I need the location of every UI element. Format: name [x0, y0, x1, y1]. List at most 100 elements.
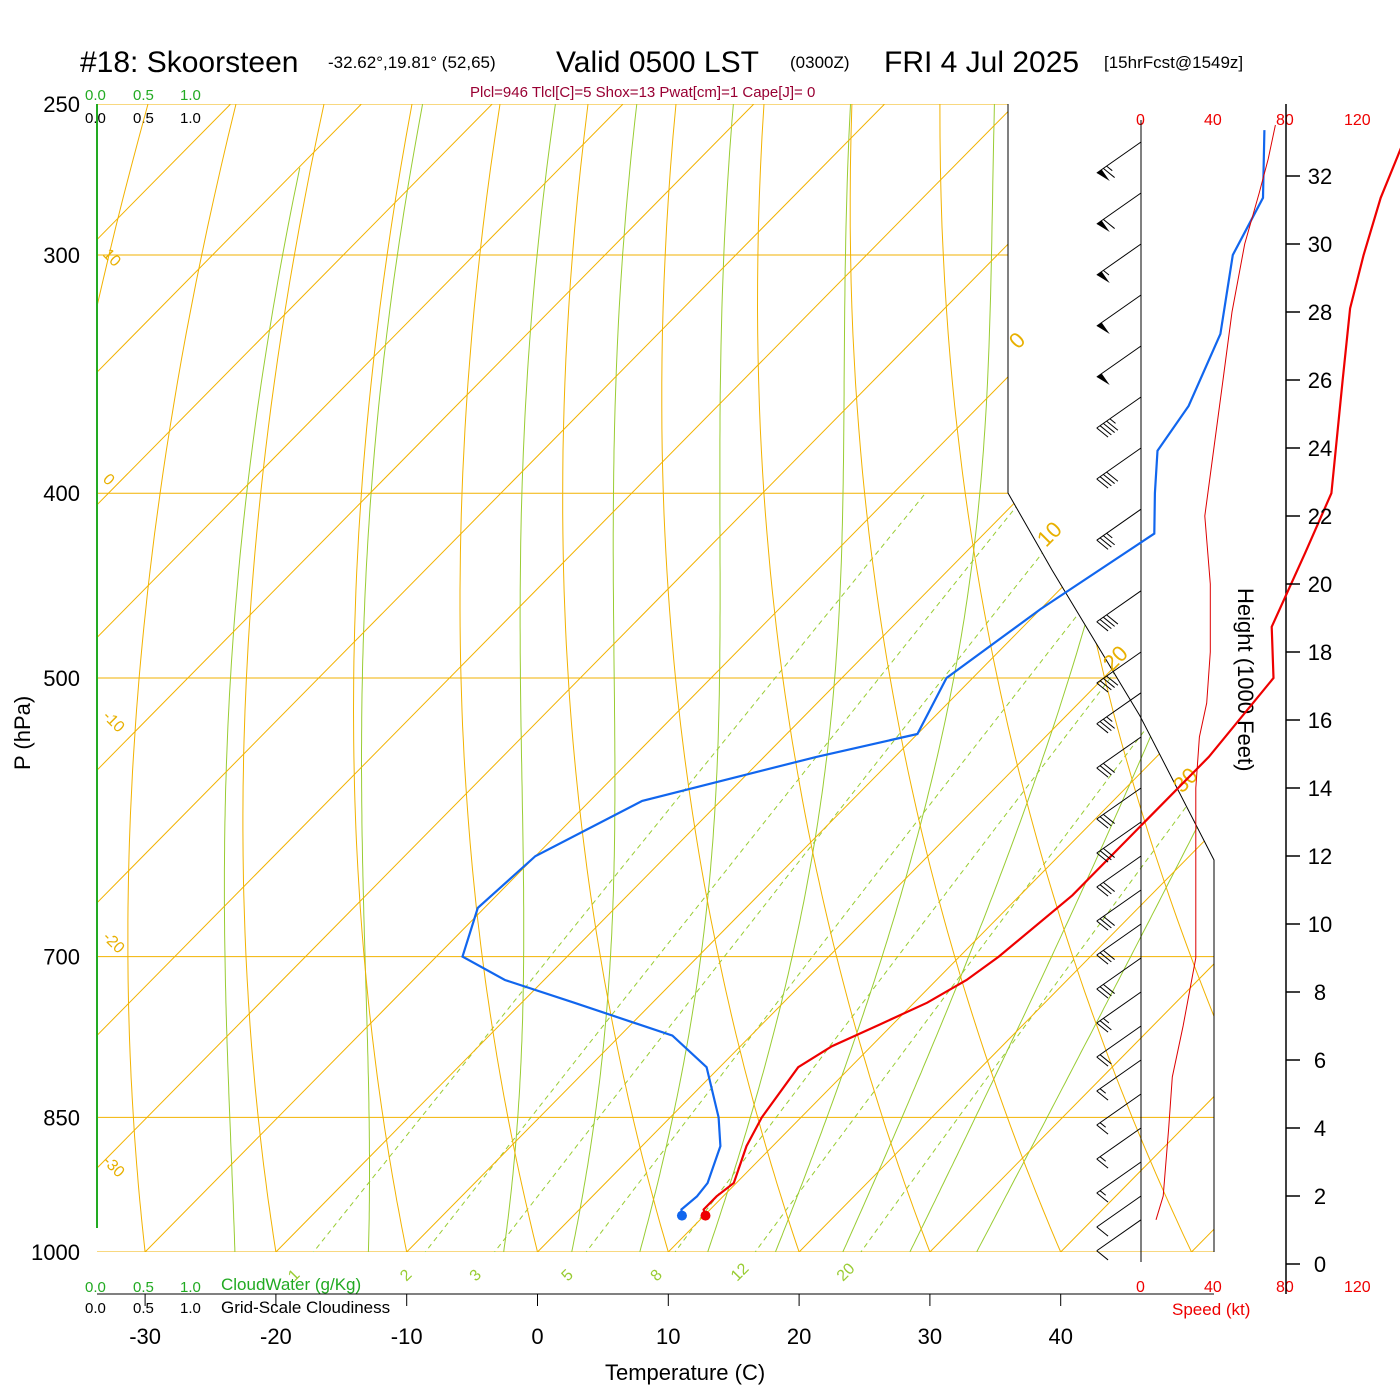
dry-adiabat-label: 10: [1032, 517, 1067, 552]
wind-barb-feather: [1106, 614, 1119, 625]
wind-barb-feather: [1096, 539, 1109, 550]
height-tick-label: 8: [1314, 980, 1326, 1005]
wind-barb-feather: [1096, 1226, 1109, 1237]
isotherm-line: [97, 104, 362, 1252]
surface-temperature-dot: [700, 1210, 711, 1221]
wind-barb-feather: [1096, 1250, 1109, 1261]
height-tick-label: 4: [1314, 1116, 1326, 1141]
height-tick-label: 26: [1308, 368, 1332, 393]
isotherm-line: [97, 104, 885, 1252]
moist-adiabat-line: [628, 104, 755, 1252]
cloudiness-scale-top-2: 1.0: [180, 110, 201, 127]
wind-barb-feather: [1103, 813, 1115, 824]
wind-barb: [1096, 396, 1142, 429]
wind-barb: [1096, 1127, 1142, 1160]
wind-barb-feather: [1099, 680, 1112, 691]
dry-adiabat-line: [562, 104, 681, 1252]
pressure-tick-label: 700: [43, 945, 80, 970]
wind-barb-feather: [1103, 915, 1115, 926]
wind-barb-feather: [1103, 167, 1115, 178]
wind-barb-feather: [1096, 682, 1109, 693]
wind-barb-feather: [1096, 621, 1109, 632]
isotherm-line: [97, 104, 1147, 1252]
wind-barb-half-feather: [1103, 269, 1110, 276]
temperature-tick-label: 30: [918, 1324, 942, 1349]
wind-barb: [1096, 508, 1142, 541]
dry-adiabat-line: [1026, 104, 1214, 1252]
speed-tick-top-1: 40: [1204, 112, 1222, 129]
y2-axis-label: Height (1000 Feet): [1233, 588, 1258, 771]
wind-barb-feather: [1103, 718, 1115, 729]
wind-barb: [1096, 1219, 1142, 1252]
height-tick-label: 32: [1308, 164, 1332, 189]
y-axis-label: P (hPa): [10, 696, 35, 770]
dry-adiabat-line: [1193, 104, 1214, 1252]
wind-barb-feather: [1099, 476, 1112, 487]
wind-barb: [1096, 736, 1142, 769]
moist-adiabat-line: [824, 104, 1176, 1252]
moist-adiabat-line: [562, 104, 664, 1252]
height-tick-label: 18: [1308, 640, 1332, 665]
temperature-tick-label: 40: [1048, 1324, 1072, 1349]
wind-barb-pennant: [1096, 322, 1110, 334]
wind-barb: [1096, 692, 1142, 725]
mixing-ratio-label: 3: [467, 1266, 485, 1284]
dry-adiabat-line: [459, 104, 549, 1252]
wind-barb-pennant: [1096, 220, 1110, 232]
wind-barb-feather: [1103, 949, 1115, 960]
mixing-ratio-line: [656, 492, 1214, 1252]
mixing-ratio-line: [567, 492, 1173, 1252]
wind-barb-half-feather: [1106, 532, 1113, 539]
wind-barb: [1096, 1025, 1142, 1058]
isotherm-line: [406, 104, 1214, 1252]
moist-adiabat-line: [889, 104, 1214, 1252]
isotherm-line: [97, 104, 1016, 1252]
wind-barb: [1096, 1161, 1142, 1194]
isotherm-line: [1191, 104, 1214, 1252]
wind-barb-feather: [1099, 952, 1112, 963]
isotherm-label: -30: [99, 1153, 127, 1181]
title-date: FRI 4 Jul 2025: [884, 46, 1079, 79]
wind-barb-feather: [1099, 816, 1112, 827]
speed-tick-top-2: 80: [1276, 112, 1294, 129]
pressure-tick-label: 400: [43, 481, 80, 506]
temperature-tick-label: -20: [260, 1324, 292, 1349]
wind-barb: [1096, 651, 1142, 684]
pressure-tick-label: 500: [43, 666, 80, 691]
height-tick-label: 22: [1308, 504, 1332, 529]
wind-barb-feather: [1106, 675, 1119, 686]
wind-barb: [1096, 1059, 1142, 1092]
x-axis-label: Temperature (C): [605, 1360, 765, 1385]
wind-barb-feather: [1096, 1056, 1109, 1067]
wind-barb-feather: [1096, 723, 1109, 734]
cloudiness-scale-bottom-2: 1.0: [180, 1300, 201, 1317]
dry-adiabat-line: [661, 104, 814, 1252]
speed-tick-bottom-3: 120: [1344, 1279, 1371, 1296]
wind-barb: [1096, 294, 1142, 327]
height-tick-label: 10: [1308, 912, 1332, 937]
wind-barb-feather: [1099, 721, 1112, 732]
wind-barb-feather: [1096, 478, 1109, 489]
wind-barb-feather: [1096, 886, 1109, 897]
wind-barb: [1096, 889, 1142, 922]
cloudwater-label: CloudWater (g/Kg): [221, 1275, 361, 1294]
wind-barb-feather: [1096, 988, 1109, 999]
height-tick-label: 14: [1308, 776, 1332, 801]
wind-barb-feather: [1099, 1020, 1112, 1031]
temperature-tick-label: 0: [531, 1324, 543, 1349]
wind-barb-feather: [1096, 1192, 1109, 1203]
dry-adiabat-line: [242, 104, 369, 1252]
wind-barb-feather: [1096, 1090, 1109, 1101]
wind-barb: [1096, 821, 1142, 854]
isotherm-line: [97, 104, 755, 1252]
plot-right-edge: [1007, 104, 1215, 1252]
cloudiness-label: Grid-Scale Cloudiness: [221, 1298, 390, 1317]
height-tick-label: 20: [1308, 572, 1332, 597]
wind-barb-feather: [1103, 535, 1115, 546]
mixing-ratio-label: 2: [397, 1266, 415, 1284]
wind-barb: [1096, 1195, 1142, 1228]
isotherm-label: -20: [99, 929, 127, 957]
title-valid: Valid 0500 LST: [556, 46, 759, 79]
speed-tick-bottom-0: 0: [1136, 1279, 1145, 1296]
cloudiness-scale-top-0: 0.0: [85, 110, 106, 127]
